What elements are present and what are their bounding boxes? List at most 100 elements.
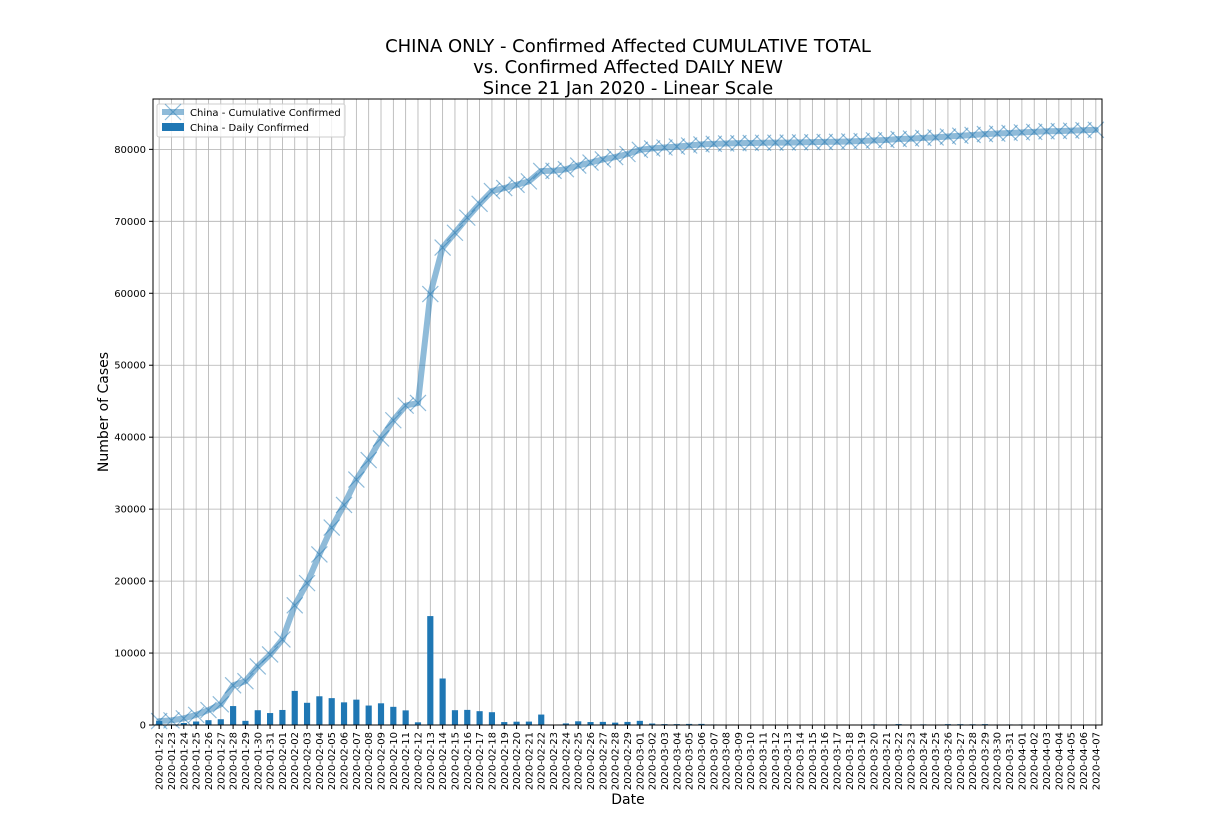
legend-box bbox=[156, 103, 346, 138]
x-tick-label: 2020-03-18 bbox=[845, 732, 856, 790]
cumulative-point-marker bbox=[951, 127, 969, 145]
x-tick-label: 2020-02-17 bbox=[475, 732, 486, 790]
cumulative-point-marker bbox=[890, 130, 908, 148]
x-tick-label: 2020-03-27 bbox=[956, 732, 967, 790]
x-tick-label: 2020-01-28 bbox=[229, 732, 240, 790]
cumulative-point-marker bbox=[434, 239, 452, 256]
grid-lines bbox=[153, 99, 1102, 726]
daily-bar bbox=[575, 721, 582, 725]
x-tick-label: 2020-03-15 bbox=[808, 732, 819, 790]
cumulative-point-marker bbox=[1038, 122, 1055, 140]
cumulative-point-marker bbox=[816, 133, 834, 151]
cumulative-line bbox=[150, 121, 1105, 730]
daily-bar bbox=[365, 705, 372, 725]
x-tick-label: 2020-01-23 bbox=[167, 732, 178, 790]
cumulative-point-marker bbox=[286, 596, 304, 614]
cumulative-point-marker bbox=[693, 135, 710, 153]
x-tick-label: 2020-02-25 bbox=[574, 732, 585, 790]
cumulative-point-marker bbox=[840, 133, 858, 150]
x-tick-label: 2020-03-12 bbox=[771, 732, 782, 790]
cumulative-point-marker bbox=[766, 134, 784, 152]
chart-title: CHINA ONLY - Confirmed Affected CUMULATI… bbox=[385, 36, 871, 99]
title-line-2: vs. Confirmed Affected DAILY NEW bbox=[473, 57, 783, 78]
daily-bar bbox=[217, 719, 224, 725]
cumulative-point-marker bbox=[988, 125, 1006, 142]
plot-area-frame bbox=[152, 98, 1103, 726]
x-tick-label: 2020-02-11 bbox=[401, 732, 412, 790]
daily-bar bbox=[193, 721, 200, 725]
x-tick-label: 2020-03-26 bbox=[943, 732, 954, 790]
cumulative-point-marker bbox=[1087, 121, 1105, 139]
y-tick-label: 80000 bbox=[114, 145, 146, 156]
x-tick-label: 2020-02-13 bbox=[426, 732, 437, 790]
x-tick-label: 2020-03-06 bbox=[697, 732, 708, 790]
x-tick-label: 2020-02-27 bbox=[598, 732, 609, 790]
daily-bar bbox=[525, 721, 532, 725]
x-tick-label: 2020-01-29 bbox=[241, 732, 252, 790]
x-tick-label: 2020-02-12 bbox=[413, 732, 424, 790]
cumulative-point-marker bbox=[421, 285, 439, 303]
cumulative-point-marker bbox=[310, 545, 328, 563]
cumulative-point-marker bbox=[360, 451, 378, 469]
x-tick-label: 2020-02-10 bbox=[389, 732, 400, 790]
x-tick-label: 2020-03-13 bbox=[783, 732, 794, 790]
title-line-3: Since 21 Jan 2020 - Linear Scale bbox=[483, 78, 773, 99]
x-tick-label: 2020-03-04 bbox=[672, 732, 683, 790]
x-tick-label: 2020-04-05 bbox=[1067, 732, 1078, 790]
cumulative-point-marker bbox=[483, 182, 501, 200]
daily-bar bbox=[488, 712, 496, 725]
x-tick-label: 2020-03-07 bbox=[709, 732, 720, 790]
cumulative-point-marker bbox=[323, 519, 341, 536]
legend-bar-swatch bbox=[162, 123, 184, 131]
daily-bar bbox=[230, 706, 237, 725]
daily-bar bbox=[316, 696, 323, 725]
daily-bar bbox=[242, 720, 249, 725]
cumulative-point-marker bbox=[458, 209, 476, 227]
x-tick-label: 2020-03-25 bbox=[931, 732, 942, 790]
x-tick-label: 2020-02-29 bbox=[623, 732, 634, 790]
cumulative-point-marker bbox=[273, 631, 291, 648]
cumulative-point-marker bbox=[1075, 121, 1092, 139]
x-tick-label: 2020-02-19 bbox=[500, 732, 511, 790]
daily-bar bbox=[279, 709, 286, 725]
x-tick-label: 2020-03-01 bbox=[635, 732, 646, 790]
x-tick-label: 2020-02-20 bbox=[512, 732, 523, 790]
cumulative-point-marker bbox=[200, 701, 217, 719]
daily-bar bbox=[636, 720, 643, 725]
daily-bar bbox=[599, 721, 606, 725]
cumulative-point-marker bbox=[397, 397, 415, 415]
x-tick-label: 2020-02-24 bbox=[561, 732, 572, 790]
x-tick-label: 2020-02-23 bbox=[549, 732, 560, 790]
cumulative-point-marker bbox=[495, 179, 513, 197]
daily-bar bbox=[303, 702, 311, 725]
cumulative-point-marker bbox=[1025, 123, 1043, 141]
cumulative-point-marker bbox=[1050, 122, 1068, 140]
cumulative-point-marker bbox=[828, 133, 846, 151]
x-tick-label: 2020-04-01 bbox=[1017, 732, 1028, 790]
cumulative-point-marker bbox=[606, 148, 624, 166]
y-tick-label: 10000 bbox=[114, 649, 146, 660]
cumulative-point-marker bbox=[705, 135, 723, 153]
cumulative-point-marker bbox=[532, 162, 550, 180]
y-tick-label: 40000 bbox=[114, 433, 146, 444]
x-tick-label: 2020-03-11 bbox=[759, 732, 770, 790]
x-tick-label: 2020-04-07 bbox=[1091, 732, 1102, 790]
x-tick-label: 2020-03-19 bbox=[857, 732, 868, 790]
x-tick-label: 2020-03-10 bbox=[746, 732, 757, 790]
cumulative-point-marker bbox=[1001, 124, 1018, 142]
x-tick-label: 2020-03-28 bbox=[968, 732, 979, 790]
daily-bar bbox=[698, 723, 705, 725]
cumulative-point-marker bbox=[742, 134, 760, 152]
x-tick-label: 2020-02-03 bbox=[303, 732, 314, 790]
x-tick-label: 2020-03-22 bbox=[894, 732, 905, 790]
legend-label-daily: China - Daily Confirmed bbox=[190, 123, 309, 134]
cumulative-point-marker bbox=[1013, 123, 1031, 141]
daily-bar bbox=[464, 709, 471, 725]
daily-bar bbox=[328, 698, 335, 725]
cumulative-point-marker bbox=[865, 131, 883, 149]
x-tick-label: 2020-02-02 bbox=[290, 732, 301, 790]
x-tick-label: 2020-03-29 bbox=[980, 732, 991, 790]
daily-bar bbox=[513, 721, 520, 725]
